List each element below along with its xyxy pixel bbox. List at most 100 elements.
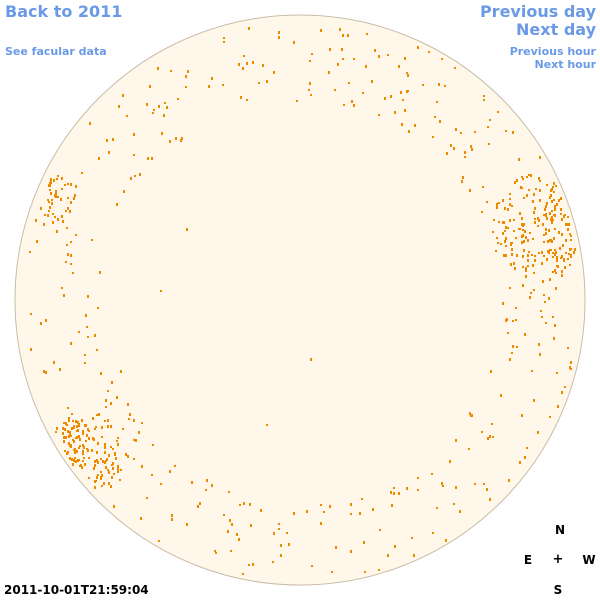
facula-marker bbox=[78, 331, 80, 333]
facula-marker bbox=[98, 413, 100, 416]
next-hour-link[interactable]: Next hour bbox=[534, 58, 597, 71]
facula-marker bbox=[551, 216, 553, 219]
facula-marker bbox=[187, 70, 189, 73]
observation-timestamp: 2011-10-01T21:59:04 bbox=[4, 583, 149, 597]
facula-marker bbox=[539, 156, 541, 159]
facula-marker bbox=[67, 197, 69, 199]
facula-marker bbox=[214, 550, 216, 552]
facula-marker bbox=[54, 216, 56, 218]
facula-marker bbox=[320, 29, 322, 32]
facula-marker bbox=[107, 425, 109, 428]
facula-marker bbox=[74, 194, 76, 197]
facula-marker bbox=[548, 251, 550, 254]
facula-marker bbox=[526, 447, 528, 449]
facula-marker bbox=[541, 251, 543, 254]
facula-marker bbox=[84, 463, 86, 466]
facula-marker bbox=[104, 451, 106, 454]
facula-marker bbox=[364, 571, 366, 573]
facula-marker bbox=[417, 489, 419, 491]
facula-marker bbox=[151, 157, 153, 160]
facula-marker bbox=[570, 368, 572, 370]
facula-marker bbox=[65, 436, 67, 439]
facula-marker bbox=[366, 33, 368, 35]
facula-marker bbox=[489, 435, 491, 438]
facula-marker bbox=[186, 228, 188, 231]
facula-marker bbox=[86, 326, 88, 328]
facula-marker bbox=[543, 234, 545, 236]
facula-marker bbox=[309, 60, 311, 62]
facula-marker bbox=[56, 230, 58, 233]
previous-hour-link[interactable]: Previous hour bbox=[509, 45, 596, 58]
facula-marker bbox=[374, 49, 376, 52]
next-day-link[interactable]: Next day bbox=[516, 20, 596, 39]
facula-marker bbox=[68, 417, 70, 419]
facula-marker bbox=[82, 430, 84, 433]
facula-marker bbox=[149, 85, 151, 88]
facula-marker bbox=[469, 412, 471, 415]
facula-marker bbox=[554, 253, 556, 256]
facula-marker bbox=[71, 458, 73, 461]
facula-marker bbox=[105, 406, 107, 408]
facula-marker bbox=[56, 178, 58, 180]
facula-marker bbox=[160, 483, 162, 485]
facula-marker bbox=[262, 64, 264, 67]
facula-marker bbox=[534, 221, 536, 224]
facula-marker bbox=[116, 396, 118, 399]
facula-marker bbox=[52, 221, 54, 224]
facula-marker bbox=[554, 324, 556, 327]
facula-marker bbox=[569, 366, 571, 369]
facula-marker bbox=[486, 201, 488, 203]
facula-marker bbox=[185, 86, 187, 88]
facula-marker bbox=[266, 80, 268, 83]
facula-marker bbox=[556, 372, 558, 374]
facula-marker bbox=[515, 237, 517, 239]
facula-marker bbox=[68, 419, 70, 422]
facula-marker bbox=[75, 437, 77, 439]
facula-marker bbox=[35, 219, 37, 222]
facula-marker bbox=[252, 563, 254, 566]
facula-marker bbox=[73, 426, 75, 429]
facula-marker bbox=[103, 482, 105, 485]
facular-data-link[interactable]: See facular data bbox=[5, 45, 107, 58]
facula-marker bbox=[147, 157, 149, 160]
facula-marker bbox=[453, 147, 455, 150]
facula-marker bbox=[436, 101, 438, 103]
facula-marker bbox=[62, 432, 64, 435]
facula-marker bbox=[40, 207, 42, 210]
facula-marker bbox=[436, 507, 438, 509]
facula-marker bbox=[387, 54, 389, 56]
back-to-year-link[interactable]: Back to 2011 bbox=[5, 2, 123, 21]
facula-marker bbox=[61, 215, 63, 218]
facula-marker bbox=[527, 239, 529, 242]
facula-marker bbox=[97, 442, 99, 445]
facula-marker bbox=[133, 419, 135, 422]
facula-marker bbox=[519, 228, 521, 230]
facula-marker bbox=[516, 254, 518, 257]
facula-marker bbox=[550, 249, 552, 251]
facula-marker bbox=[393, 492, 395, 495]
facula-marker bbox=[64, 184, 66, 186]
facula-marker bbox=[522, 234, 524, 237]
facula-marker bbox=[524, 230, 526, 233]
facula-marker bbox=[542, 223, 544, 226]
facula-marker bbox=[65, 261, 67, 263]
facula-marker bbox=[553, 337, 555, 340]
previous-day-link[interactable]: Previous day bbox=[479, 2, 596, 21]
facula-marker bbox=[134, 175, 136, 177]
facula-marker bbox=[570, 248, 572, 250]
facula-marker bbox=[105, 399, 107, 402]
facula-marker bbox=[96, 414, 98, 416]
facula-marker bbox=[453, 503, 455, 505]
facula-marker bbox=[72, 272, 74, 274]
facula-marker bbox=[80, 464, 82, 467]
facula-marker bbox=[362, 92, 364, 94]
facula-marker bbox=[553, 182, 555, 184]
facula-marker bbox=[490, 370, 492, 373]
facula-marker bbox=[390, 491, 392, 494]
facula-marker bbox=[519, 461, 521, 464]
facula-marker bbox=[492, 231, 494, 233]
facula-marker bbox=[526, 176, 528, 178]
facula-marker bbox=[123, 190, 125, 193]
facula-marker bbox=[455, 486, 457, 489]
facula-marker bbox=[513, 262, 515, 265]
